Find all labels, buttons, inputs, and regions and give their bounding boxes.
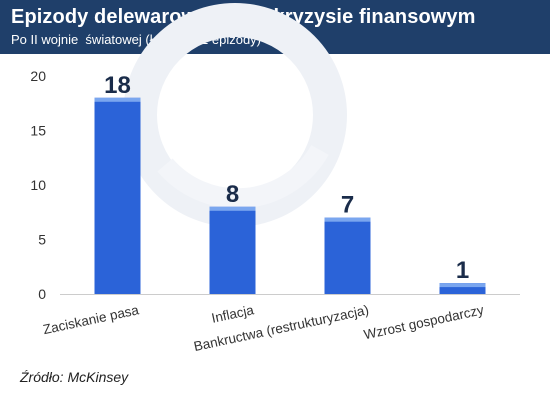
bar-value-label: 7 — [341, 192, 354, 219]
bar — [209, 206, 256, 294]
x-tick-label: Wzrost gospodarczy — [362, 302, 485, 342]
x-tick-label: Inflacja — [210, 302, 255, 326]
y-tick-label: 5 — [38, 232, 46, 248]
y-tick-label: 10 — [30, 177, 46, 193]
bar-top-highlight — [324, 217, 371, 222]
bar-value-label: 8 — [226, 181, 239, 208]
bar-value-label: 18 — [104, 72, 131, 99]
x-tick-label: Zaciskanie pasa — [42, 302, 141, 337]
bar — [94, 97, 141, 294]
bar-value-label: 1 — [456, 257, 469, 284]
bar-top-highlight — [94, 97, 141, 102]
y-tick-label: 20 — [30, 68, 46, 84]
y-tick-label: 0 — [38, 286, 46, 302]
bar-top-highlight — [209, 206, 256, 211]
bar — [439, 283, 486, 294]
bar — [324, 217, 371, 294]
y-tick-label: 15 — [30, 123, 46, 139]
source-note: Źródło: McKinsey — [20, 369, 129, 385]
bar-top-highlight — [439, 283, 486, 288]
